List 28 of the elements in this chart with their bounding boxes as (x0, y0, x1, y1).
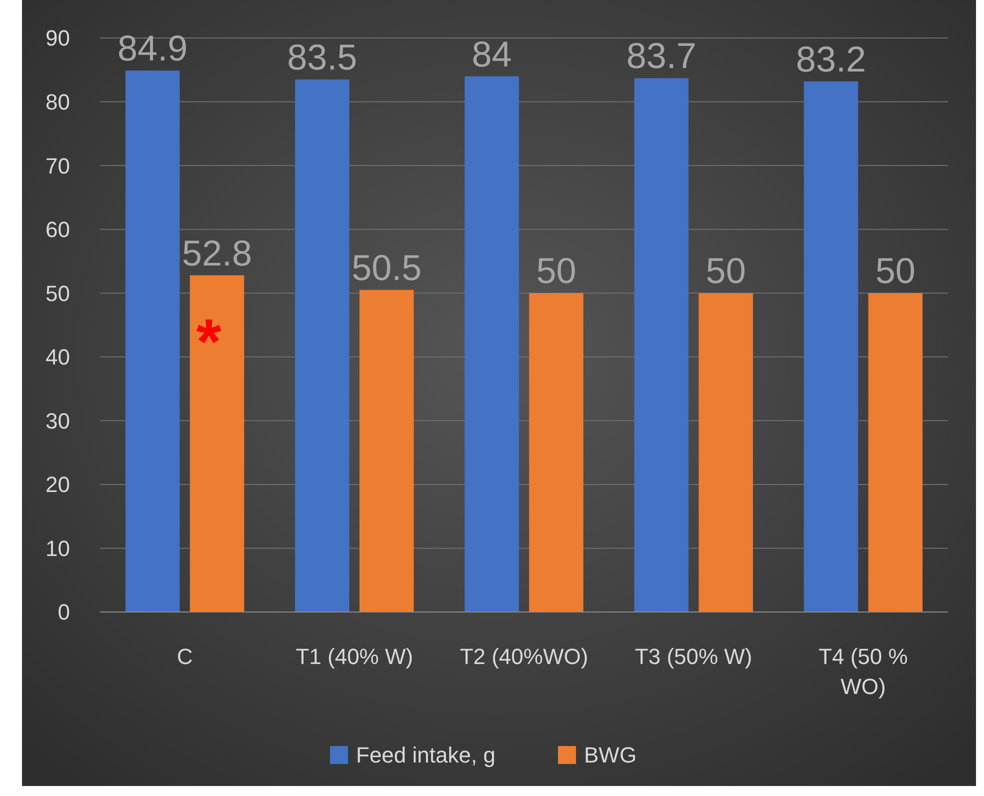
x-tick-label: T2 (40%WO) (460, 644, 588, 669)
x-tick-label: C (176, 644, 193, 669)
y-tick-label: 90 (46, 26, 70, 51)
data-label: 50.5 (352, 246, 422, 288)
data-label: 84.9 (118, 28, 188, 69)
x-tick-label: T1 (40% W) (296, 644, 414, 669)
data-label: 83.5 (287, 36, 358, 78)
x-tick-label: T3 (50% W) (634, 644, 752, 669)
y-tick-label: 80 (46, 89, 70, 114)
data-label: 83.7 (626, 35, 696, 76)
legend-label: BWG (584, 742, 637, 768)
annotation: * (196, 305, 222, 378)
data-label: 50 (536, 250, 576, 292)
data-label: 50 (706, 250, 746, 292)
y-tick-label: 20 (46, 472, 70, 498)
legend-label: Feed intake, g (356, 742, 496, 768)
data-label: 52.8 (182, 232, 252, 274)
y-tick-label: 70 (46, 153, 70, 178)
y-tick-label: 50 (46, 280, 70, 306)
data-label: 84 (472, 33, 512, 74)
y-tick-label: 10 (46, 536, 70, 561)
y-tick-label: 30 (46, 408, 70, 434)
y-tick-label: 40 (46, 344, 70, 370)
data-label: 50 (875, 250, 916, 292)
y-tick-label: 0 (58, 600, 70, 625)
y-tick-label: 60 (46, 217, 70, 242)
x-tick-label: T4 (50 % WO) (818, 644, 908, 699)
data-label: 83.2 (796, 38, 866, 80)
